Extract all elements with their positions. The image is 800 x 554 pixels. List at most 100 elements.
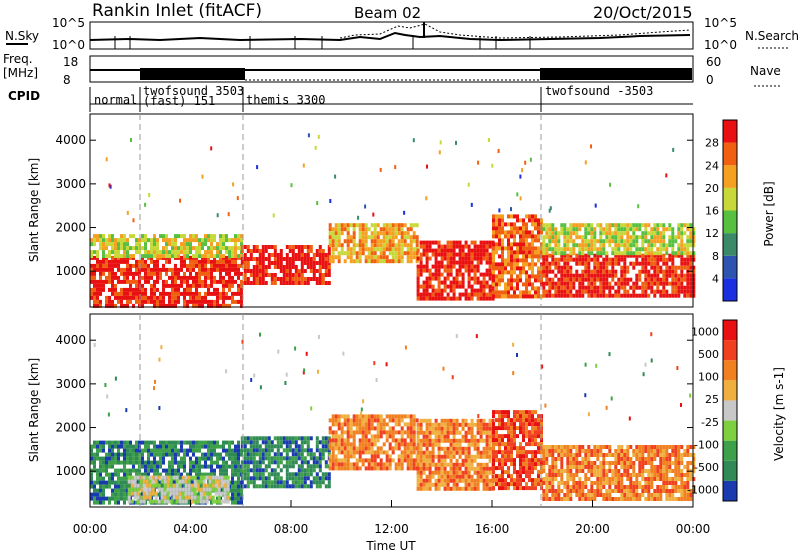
echo-cell — [551, 269, 555, 274]
echo-cell — [683, 243, 687, 248]
echo-cell — [519, 230, 522, 235]
echo-cell — [531, 422, 534, 427]
echo-cell — [488, 430, 492, 435]
echo-cell — [425, 418, 429, 423]
echo-cell — [620, 285, 624, 290]
echo-cell — [225, 250, 228, 255]
echo-cell — [626, 239, 630, 244]
echo-cell — [482, 486, 486, 491]
echo-cell — [677, 273, 681, 278]
echo-cell — [525, 442, 528, 447]
echo-cell — [373, 442, 377, 447]
echo-cell — [608, 227, 612, 232]
freq-dense-segment — [540, 68, 692, 80]
echo-cell — [488, 434, 492, 439]
echo-cell — [689, 261, 693, 266]
echo-cell — [321, 265, 325, 269]
echo-cell — [108, 238, 111, 243]
echo-cell — [138, 448, 141, 453]
echo-cell — [501, 254, 504, 259]
echo-cell — [689, 231, 693, 236]
echo-cell — [440, 272, 444, 277]
echo-cell — [522, 290, 525, 295]
echo-cell — [446, 434, 450, 439]
echo-cell — [294, 281, 298, 285]
echo-cell — [303, 269, 307, 273]
echo-cell — [240, 500, 243, 505]
echo-cell — [479, 280, 483, 285]
echo-cell — [217, 475, 221, 480]
echo-cell — [605, 231, 609, 236]
echo-cell — [162, 238, 165, 243]
echo-cell — [108, 295, 111, 300]
echo-cell — [93, 271, 96, 276]
echo-cell — [324, 436, 328, 441]
echo-cell — [285, 484, 289, 489]
echo-cell — [617, 261, 621, 266]
echo-cell — [557, 243, 561, 248]
echo-cell — [548, 247, 552, 252]
echo-cell — [416, 272, 420, 277]
echo-cell — [422, 442, 426, 447]
echo-cell — [379, 227, 383, 232]
echo-cell — [258, 281, 262, 285]
echo-cell — [186, 250, 189, 255]
echo-cell — [492, 458, 495, 463]
echo-cell — [309, 245, 313, 249]
echo-cell — [656, 227, 660, 232]
echo-cell — [343, 422, 347, 427]
echo-cell — [659, 247, 663, 252]
echo-cell — [340, 430, 344, 435]
echo-cell — [144, 202, 147, 207]
echo-cell — [428, 240, 432, 245]
echo-cell — [485, 434, 489, 439]
echo-cell — [428, 478, 432, 483]
colorbar-tick-label: 16 — [705, 205, 719, 218]
echo-cell — [328, 227, 332, 232]
echo-cell — [492, 410, 495, 415]
echo-cell — [507, 430, 510, 435]
echo-cell — [201, 267, 204, 272]
echo-cell — [482, 284, 486, 289]
echo-cell — [683, 251, 687, 256]
echo-cell — [352, 227, 356, 232]
echo-cell — [422, 482, 426, 487]
echo-cell — [249, 257, 253, 261]
echo-cell — [495, 294, 498, 299]
echo-cell — [216, 456, 219, 461]
echo-cell — [513, 422, 516, 427]
echo-cell — [306, 452, 310, 457]
echo-cell — [689, 257, 693, 262]
echo-cell — [136, 491, 140, 496]
echo-cell — [99, 484, 102, 489]
echo-cell — [406, 454, 410, 459]
echo-cell — [605, 235, 609, 240]
echo-cell — [534, 246, 537, 251]
echo-cell — [159, 250, 162, 255]
echo-cell — [243, 468, 247, 473]
echo-cell — [237, 488, 240, 493]
echo-cell — [412, 255, 416, 260]
echo-cell — [358, 438, 362, 443]
echo-cell — [560, 281, 564, 286]
echo-cell — [653, 231, 657, 236]
echo-cell — [452, 418, 456, 423]
echo-cell — [105, 157, 108, 162]
echo-cell — [415, 239, 419, 244]
echo-cell — [267, 456, 271, 461]
echo-cell — [367, 442, 371, 447]
echo-cell — [510, 474, 513, 479]
echo-cell — [557, 235, 561, 240]
echo-cell — [276, 452, 280, 457]
echo-cell — [488, 264, 492, 269]
echo-cell — [617, 235, 621, 240]
echo-cell — [117, 448, 120, 453]
echo-cell — [449, 422, 453, 427]
echo-cell — [422, 458, 426, 463]
echo-cell — [422, 240, 426, 245]
echo-cell — [388, 223, 392, 228]
echo-cell — [428, 454, 432, 459]
echo-cell — [446, 268, 450, 273]
echo-cell — [237, 275, 240, 280]
echo-cell — [108, 480, 111, 485]
